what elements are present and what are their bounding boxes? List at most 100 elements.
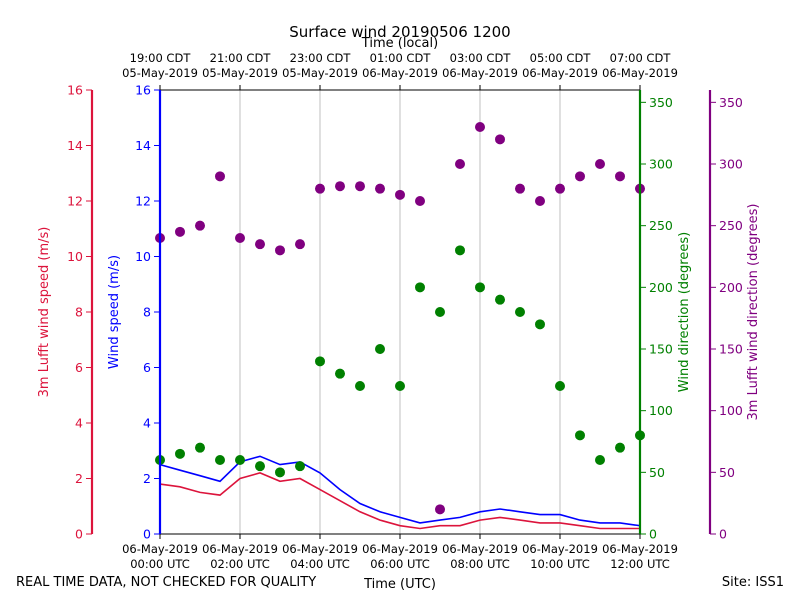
axis-tick-label: 0	[649, 527, 657, 542]
direction-point	[515, 307, 525, 317]
lufft_direction-point	[495, 134, 505, 145]
direction-point	[295, 461, 305, 472]
x-tick-label-local-date: 05-May-2019	[122, 66, 198, 80]
top-axis-title: Time (local)	[361, 36, 438, 51]
x-tick-label-local-date: 06-May-2019	[602, 66, 678, 80]
site-label: Site: ISS1	[721, 575, 784, 590]
axis-tick-label: 8	[75, 305, 83, 320]
lufft_direction-point	[175, 226, 185, 237]
x-tick-label-local-time: 01:00 CDT	[370, 51, 432, 65]
axis-tick-label: 6	[143, 360, 151, 375]
axis-lufft_speed: 0 2 4 6 8 10 12 14 16 3m Lufft wind speed (m/s)	[37, 83, 94, 542]
axis-tick-label: 250	[649, 218, 673, 233]
axis-tick-label: 12	[67, 194, 83, 209]
axis-tick-label: 10	[135, 249, 151, 264]
axis-tick-label: 100	[649, 403, 673, 418]
axis-tick-label: 300	[719, 157, 743, 172]
direction-point	[175, 448, 185, 459]
x-tick-label-utc-time: 02:00 UTC	[210, 557, 270, 571]
x-tick-label-utc-date: 06-May-2019	[362, 542, 438, 556]
direction-point	[415, 282, 425, 293]
x-tick-label-local-time: 03:00 CDT	[450, 51, 512, 65]
axis-tick-label: 200	[649, 280, 673, 295]
data-series	[155, 122, 645, 530]
direction-point	[275, 467, 285, 478]
x-tick-label-utc-time: 04:00 UTC	[290, 557, 350, 571]
x-tick-label-utc-date: 06-May-2019	[522, 542, 598, 556]
axis-tick-label: 200	[719, 280, 743, 295]
series-lufft_speed	[159, 472, 640, 530]
direction-point	[435, 307, 445, 317]
axis-tick-label: 16	[135, 83, 151, 98]
axis-tick-label: 16	[67, 83, 83, 98]
x-tick-label-utc-time: 06:00 UTC	[370, 557, 430, 571]
chart-title: Surface wind 20190506 1200	[289, 23, 510, 41]
axis-tick-label: 0	[75, 527, 83, 542]
axis-tick-label: 2	[75, 471, 83, 486]
direction-point	[375, 344, 385, 354]
lufft_direction-point	[295, 239, 305, 250]
grid	[239, 90, 561, 534]
x-tick-label-local-time: 07:00 CDT	[610, 51, 672, 65]
lufft_direction-point	[255, 239, 265, 250]
axis-tick-label: 150	[649, 342, 673, 357]
axis-tick-label: 0	[719, 527, 727, 542]
lufft_direction-point	[615, 171, 625, 182]
x-tick-label-local-date: 05-May-2019	[202, 66, 278, 80]
axis-tick-label: 300	[649, 157, 673, 172]
lufft_direction-point	[355, 181, 365, 192]
lufft_direction-point	[275, 245, 285, 256]
direction-point	[615, 442, 625, 453]
axis-tick-label: 100	[719, 403, 743, 418]
lufft_direction-point	[595, 159, 605, 169]
axis-tick-label: 12	[135, 194, 151, 209]
axis-tick-label: 4	[143, 416, 151, 431]
quality-disclaimer: REAL TIME DATA, NOT CHECKED FOR QUALITY	[16, 575, 317, 590]
direction-point	[495, 294, 505, 305]
x-tick-label-utc-time: 08:00 UTC	[450, 557, 510, 571]
x-tick-label-utc-date: 06-May-2019	[122, 542, 198, 556]
x-tick-label-utc-time: 12:00 UTC	[610, 557, 670, 571]
x-tick-label-local-date: 06-May-2019	[442, 66, 518, 80]
axis-lufft_direction: 0 50 100 150 200 250 300 350 3m Lufft wind direc…	[708, 90, 761, 542]
axis-tick-label: 14	[135, 138, 151, 153]
axis-tick-label: 50	[719, 465, 735, 480]
lufft_direction-point	[475, 122, 485, 132]
direction-point	[355, 381, 365, 391]
axis-tick-label: 14	[67, 138, 83, 153]
lufft_speed-line	[159, 472, 640, 530]
direction-point	[575, 430, 585, 441]
lufft_direction-point	[535, 196, 545, 206]
direction-point	[315, 356, 325, 367]
axis-tick-label: 8	[143, 305, 151, 320]
x-tick-label-local-date: 06-May-2019	[362, 66, 438, 80]
x-tick-label-utc-date: 06-May-2019	[282, 542, 358, 556]
lufft_direction-point	[335, 181, 345, 192]
x-tick-label-utc-date: 06-May-2019	[602, 542, 678, 556]
axis-tick-label: 6	[75, 360, 83, 375]
lufft_direction-point	[375, 183, 385, 194]
x-tick-label-local-date: 06-May-2019	[522, 66, 598, 80]
x-tick-label-local-time: 05:00 CDT	[530, 51, 592, 65]
lufft_direction-point	[215, 171, 225, 182]
axis-tick-label: 150	[719, 342, 743, 357]
axis-tick-label: 2	[143, 471, 151, 486]
axis-tick-label: 350	[719, 95, 743, 110]
direction-point	[595, 455, 605, 465]
bottom-axis-title: Time (UTC)	[363, 577, 436, 592]
x-tick-label-utc-time: 00:00 UTC	[130, 557, 190, 571]
direction-point	[255, 461, 265, 472]
axis-tick-label: 50	[649, 465, 665, 480]
lufft_direction-point	[515, 183, 525, 194]
axes: 0 2 4 6 8 10 12 14 16 3m Lufft wind speed (m/s) 0 2…	[37, 83, 761, 542]
axis-tick-label: 4	[75, 416, 83, 431]
direction-point	[335, 368, 345, 379]
axis-tick-label: 350	[649, 95, 673, 110]
direction-point	[195, 442, 205, 453]
axis-label: 3m Lufft wind speed (m/s)	[37, 227, 52, 398]
lufft_direction-point	[415, 196, 425, 206]
axis-direction: 0 50 100 150 200 250 300 350 Wind direction (deg…	[638, 90, 692, 542]
x-tick-label-local-date: 05-May-2019	[282, 66, 358, 80]
